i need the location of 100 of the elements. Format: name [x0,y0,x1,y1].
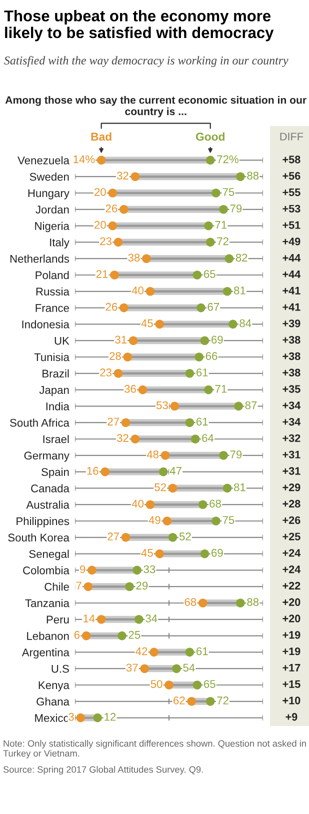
point [160,451,170,460]
point [204,385,213,394]
point [123,352,132,362]
point [96,156,106,165]
data-label: 40 [132,500,144,508]
y-tick-label: Poland [36,270,69,280]
text: +41 [282,286,300,294]
point [125,582,134,591]
data-label: 26 [106,302,118,311]
data-label: 71 [215,221,227,229]
point [108,221,117,230]
y-tick-label: Peru [46,616,69,624]
data-label: 37 [126,664,138,672]
y-tick-label: Hungary [28,189,70,200]
point [212,516,220,526]
data-label: 79 [230,450,242,458]
data-label: 53 [156,401,168,410]
data-label: 69 [212,548,223,557]
text: +38 [282,368,300,376]
data-label: 68 [184,598,196,606]
point [187,697,196,706]
y-tick-label: Spain [42,468,69,478]
point [168,533,178,542]
y-tick-label: Italy [50,238,70,249]
y-tick-label: Argentina [22,648,70,659]
text: +29 [282,484,300,492]
point [236,598,245,608]
data-label: 23 [100,237,112,246]
text: +9 [286,713,298,721]
series-label: Bad [91,132,112,141]
point [162,516,172,526]
data-label: 42 [136,647,148,656]
y-tick-label: Japan [39,386,69,396]
point [146,500,155,509]
data-label: 12 [104,712,116,721]
text: +55 [282,188,300,196]
y-tick-label: Jordan [36,205,69,214]
data-label: 26 [106,204,118,212]
data-label: 61 [196,418,208,426]
y-tick-label: Brazil [42,369,69,378]
data-label: 75 [222,188,234,196]
data-label: 28 [110,352,121,360]
text: +53 [282,204,300,213]
y-tick-label: Germany [24,452,70,462]
text: +41 [282,303,300,311]
data-label: 48 [146,450,159,458]
data-label: 52 [179,532,191,540]
point [130,434,140,444]
data-label: 14 [84,614,95,622]
y-tick-label: Netherlands [10,254,70,263]
text: Note: Only statistically significant differences shown. Question not asked in Turkey or Vietnam. [3,740,306,758]
point [219,205,228,214]
point [194,352,204,362]
point [198,598,208,608]
point [219,451,228,460]
data-label: 68 [210,500,221,508]
data-label: 84 [240,319,252,328]
data-label: 29 [136,582,148,590]
data-label: 33 [144,565,156,574]
data-label: 3 [68,712,74,721]
text: +20 [282,598,300,606]
point [132,566,142,575]
text: +15 [282,680,300,688]
point [192,680,202,690]
source-note: Source: Spring 2017 Global Attitudes Survey. Q9. [3,766,203,775]
point [88,566,96,575]
y-tick-label: Tanzania [25,598,70,608]
point [192,270,202,280]
point [142,254,151,263]
y-tick-label: Indonesia [22,320,70,328]
data-label: 34 [146,614,158,622]
y-tick-label: Kenya [38,681,70,692]
point [236,172,245,181]
data-label: 72% [217,155,238,164]
point [146,287,155,296]
point [206,156,215,165]
y-tick-label: South Africa [10,418,70,427]
data-label: 45 [141,549,153,557]
text: +58 [282,156,300,164]
data-label: 27 [108,532,119,540]
data-label: 49 [148,516,160,524]
data-label: 52 [154,483,166,492]
text: +10 [282,696,300,704]
legend-title: Among those who say the current economic situation in our country is ... [5,96,306,118]
text: +32 [282,434,300,442]
y-tick-label: Colombia [23,566,70,574]
data-label: 32 [116,172,128,180]
text: +17 [282,664,300,672]
data-label: 65 [204,680,216,688]
data-label: 66 [206,352,218,360]
y-tick-label: UK [54,336,70,345]
y-tick-label: Canada [31,484,70,492]
point [185,418,194,427]
text: +38 [282,352,300,360]
point [150,648,158,657]
chart-subtitle: Satisfied with the way democracy is working in our country [4,56,288,67]
y-tick-label: Tunisia [34,352,70,362]
point [138,385,148,394]
point [119,303,128,312]
data-label: 64 [202,434,214,442]
